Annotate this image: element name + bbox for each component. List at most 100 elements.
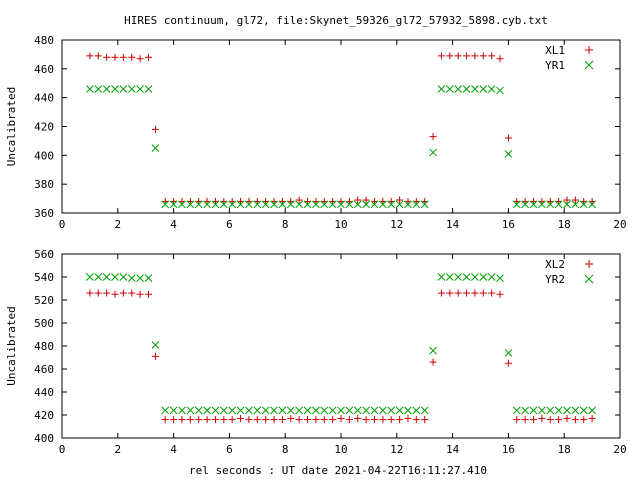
x-tick-label: 0 — [59, 443, 66, 456]
y-tick-label: 440 — [34, 386, 54, 399]
data-point-yr2 — [504, 349, 513, 357]
data-point-yr2 — [245, 406, 253, 415]
data-point-yr2 — [295, 406, 304, 415]
data-point-xl1 — [471, 52, 479, 60]
data-point-yr2 — [588, 406, 596, 415]
data-point-xl2 — [580, 416, 588, 424]
plot-frame — [61, 39, 621, 214]
data-point-yr1 — [571, 200, 580, 209]
data-point-yr2 — [169, 406, 178, 415]
y-tick-label: 460 — [34, 63, 54, 76]
y-tick-label: 540 — [34, 271, 54, 284]
data-point-xl2 — [329, 416, 337, 424]
data-point-yr1 — [538, 200, 546, 209]
data-point-xl1 — [94, 52, 102, 60]
data-point-yr2 — [119, 273, 128, 281]
top-panel: 0 2 4 6 8 10 12 14 16 18 20 360 380 400 420 440 460 480 Un… — [5, 34, 627, 231]
data-point-xl2 — [170, 416, 178, 424]
legend-label: XL1 — [545, 44, 565, 57]
data-point-yr2 — [529, 406, 538, 415]
data-point-xl1 — [396, 196, 404, 204]
data-point-yr2 — [261, 406, 270, 415]
data-point-yr1 — [261, 200, 270, 209]
data-point-yr2 — [136, 274, 144, 283]
x-tick-label: 6 — [226, 443, 233, 456]
data-point-xl2 — [521, 416, 529, 424]
data-point-yr1 — [429, 148, 437, 157]
data-point-xl2 — [530, 416, 538, 424]
data-point-yr1 — [345, 200, 354, 209]
data-point-yr2 — [362, 406, 370, 415]
data-point-yr1 — [387, 200, 396, 209]
data-point-yr2 — [404, 406, 412, 415]
data-point-yr1 — [186, 200, 195, 209]
data-point-yr2 — [395, 406, 404, 415]
data-point-yr1 — [588, 200, 596, 209]
data-point-xl1 — [496, 55, 504, 63]
data-point-yr2 — [437, 273, 446, 281]
x-tick-label: 18 — [558, 443, 571, 456]
legend-label: YR1 — [545, 59, 565, 72]
data-point-xl2 — [262, 416, 270, 424]
y-tick-label: 420 — [34, 409, 54, 422]
data-point-xl2 — [119, 289, 127, 297]
data-point-xl2 — [320, 416, 328, 424]
data-point-xl1 — [454, 52, 462, 60]
data-point-xl2 — [337, 414, 345, 422]
data-point-xl1 — [571, 196, 579, 204]
data-point-yr1 — [404, 200, 412, 209]
data-point-yr1 — [546, 200, 555, 209]
data-point-xl1 — [488, 52, 496, 60]
data-point-xl2 — [488, 289, 496, 297]
bottom-panel: 0 2 4 6 8 10 12 14 16 18 20 400 420 440 460 480 500 520 54… — [5, 248, 627, 456]
data-point-xl2 — [412, 416, 420, 424]
data-point-yr1 — [395, 200, 404, 209]
data-point-yr1 — [378, 200, 387, 209]
x-tick-label: 6 — [226, 218, 233, 231]
y-axis-label: Uncalibrated — [5, 87, 18, 166]
data-point-xl2 — [571, 416, 579, 424]
data-point-xl2 — [111, 290, 119, 298]
y-tick-label: 560 — [34, 248, 54, 261]
data-point-xl1 — [103, 53, 111, 61]
data-point-yr1 — [278, 200, 287, 209]
y-tick-label: 400 — [34, 432, 54, 445]
x-tick-label: 16 — [502, 443, 515, 456]
x-tick-label: 10 — [334, 218, 347, 231]
data-point-xl2 — [421, 416, 429, 424]
data-point-yr2 — [270, 406, 278, 415]
data-point-yr2 — [512, 406, 521, 415]
x-tick-label: 4 — [170, 443, 177, 456]
legend-marker — [585, 260, 593, 268]
data-point-yr1 — [303, 200, 312, 209]
x-tick-label: 14 — [446, 443, 460, 456]
data-point-yr2 — [94, 273, 103, 281]
data-point-yr1 — [504, 150, 513, 158]
data-point-yr1 — [194, 200, 203, 209]
data-point-yr1 — [362, 200, 370, 209]
data-point-yr2 — [412, 406, 421, 415]
data-point-xl2 — [94, 289, 102, 297]
data-point-yr1 — [203, 200, 211, 209]
data-point-xl2 — [312, 416, 320, 424]
data-point-yr2 — [211, 406, 220, 415]
data-point-xl1 — [463, 52, 471, 60]
data-point-xl1 — [429, 133, 437, 141]
data-point-yr2 — [496, 274, 504, 283]
x-tick-label: 10 — [334, 443, 347, 456]
y-tick-label: 440 — [34, 92, 54, 105]
data-point-xl2 — [278, 416, 286, 424]
data-point-xl2 — [128, 289, 136, 297]
y-tick-label: 480 — [34, 34, 54, 47]
data-point-yr2 — [151, 340, 160, 349]
data-point-xl1 — [119, 53, 127, 61]
data-point-yr1 — [169, 200, 178, 209]
chart-title: HIRES continuum, gl72, file:Skynet_59326… — [124, 14, 548, 27]
data-point-yr1 — [219, 200, 228, 209]
data-point-yr2 — [303, 406, 312, 415]
data-point-yr2 — [86, 273, 94, 281]
data-point-xl2 — [471, 289, 479, 297]
data-point-yr1 — [86, 85, 94, 93]
data-point-xl2 — [437, 289, 445, 297]
